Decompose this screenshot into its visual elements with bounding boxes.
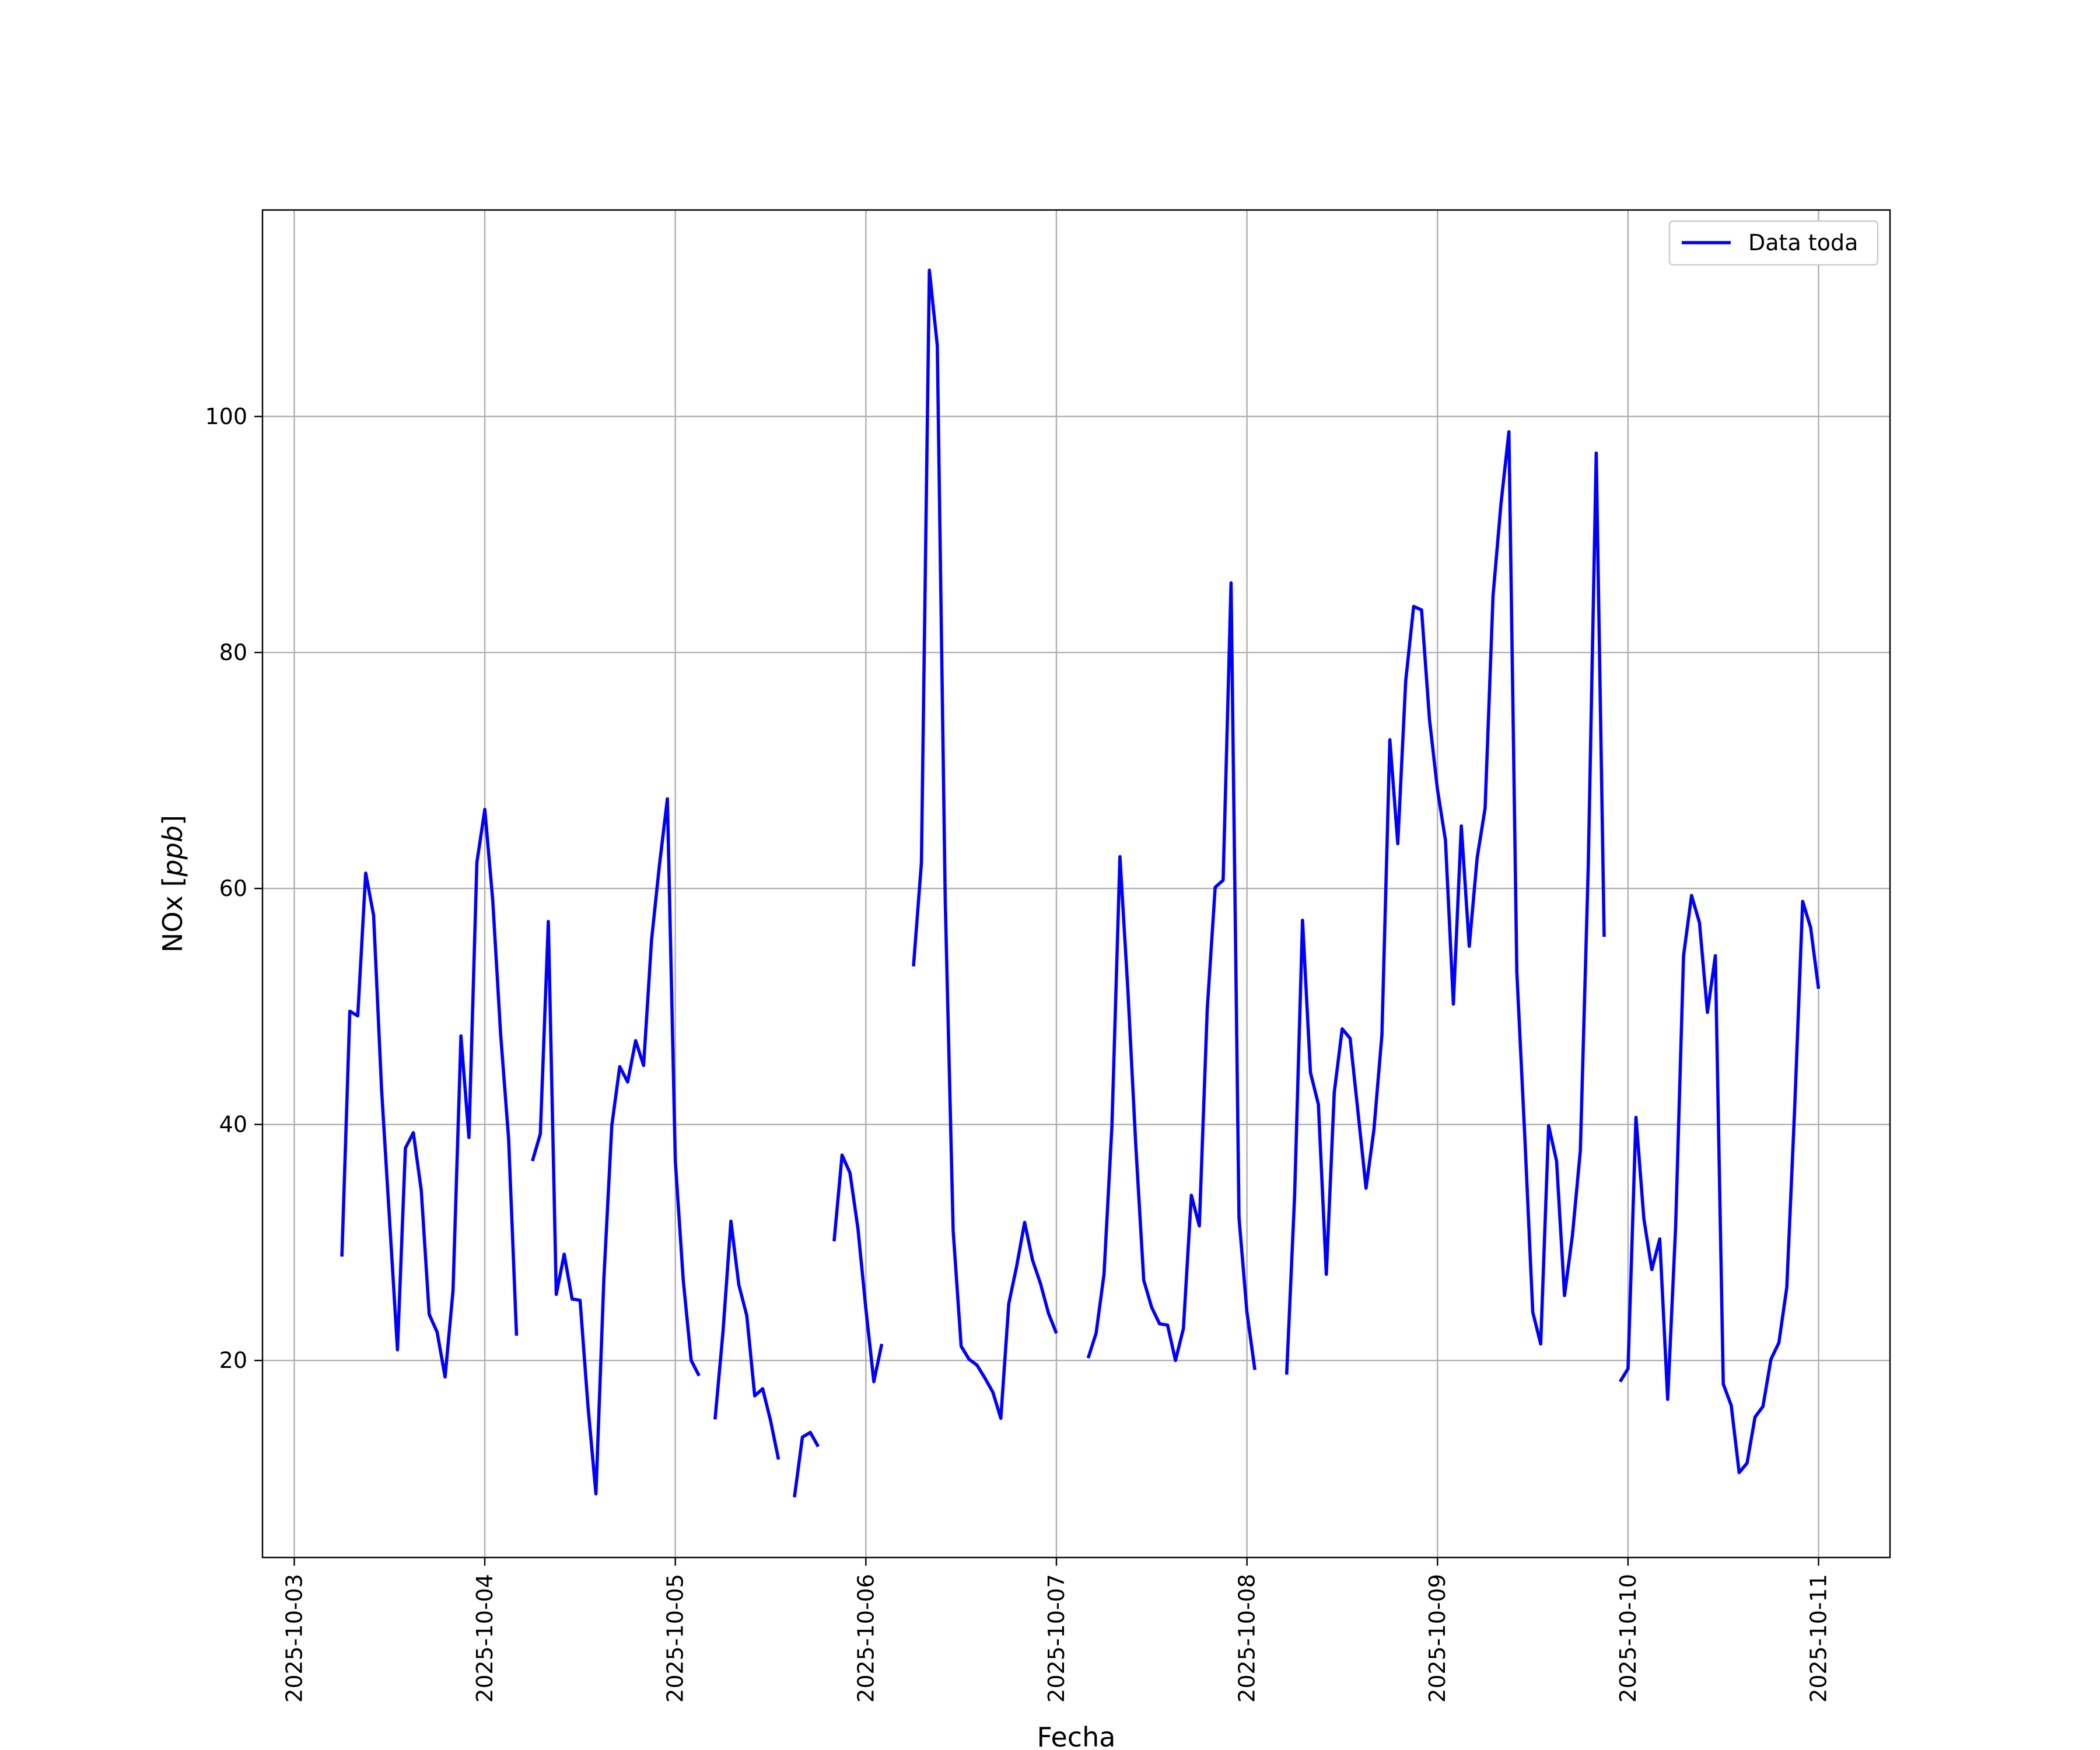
- y-axis-label-unit: ppb: [157, 825, 188, 877]
- series-line-segment-5: [832, 1153, 884, 1384]
- legend: Data toda: [1668, 220, 1879, 266]
- series-line-segment-9: [1618, 894, 1821, 1475]
- x-tick-label: 2025-10-04: [472, 1574, 498, 1703]
- x-tick-label: 2025-10-05: [663, 1574, 688, 1703]
- y-axis-label-close: ]: [157, 815, 188, 825]
- x-tick-label: 2025-10-03: [281, 1574, 307, 1703]
- series-line-segment-4: [793, 1430, 820, 1498]
- y-tick-label: 80: [219, 640, 247, 666]
- series-line-segment-2: [531, 797, 701, 1496]
- series-line-segment-6: [912, 268, 1058, 1420]
- data-series: [340, 268, 1821, 1498]
- grid: [262, 210, 1890, 1558]
- series-line-segment-7: [1086, 581, 1256, 1370]
- x-tick-label: 2025-10-10: [1615, 1574, 1641, 1703]
- legend-box: [1668, 220, 1879, 266]
- series-line-segment-8: [1284, 430, 1606, 1375]
- x-tick-label: 2025-10-11: [1806, 1574, 1832, 1703]
- x-tick-label: 2025-10-06: [853, 1574, 878, 1703]
- series-line-segment-3: [713, 1219, 780, 1460]
- y-axis-ticks: 20 40 60 80 100: [205, 404, 262, 1373]
- plot-frame: [261, 209, 1891, 1559]
- y-axis-label: NOx [ppb]: [157, 815, 188, 953]
- x-tick-label: 2025-10-09: [1424, 1574, 1450, 1703]
- series-line-segment-1: [340, 807, 519, 1379]
- x-tick-label: 2025-10-08: [1234, 1574, 1260, 1703]
- y-tick-label: 60: [219, 876, 247, 901]
- x-axis-label: Fecha: [1037, 1721, 1116, 1750]
- x-axis-ticks: 2025-10-03 2025-10-04 2025-10-05 2025-10-06…: [281, 1558, 1832, 1703]
- y-tick-label: 20: [219, 1348, 247, 1373]
- plot-area: [262, 210, 1890, 1558]
- legend-entry-label: Data toda: [1748, 230, 1858, 256]
- x-tick-label: 2025-10-07: [1044, 1574, 1069, 1703]
- y-axis-label-main: NOx [: [157, 877, 188, 953]
- y-tick-label: 100: [205, 404, 247, 429]
- y-tick-label: 40: [219, 1112, 247, 1138]
